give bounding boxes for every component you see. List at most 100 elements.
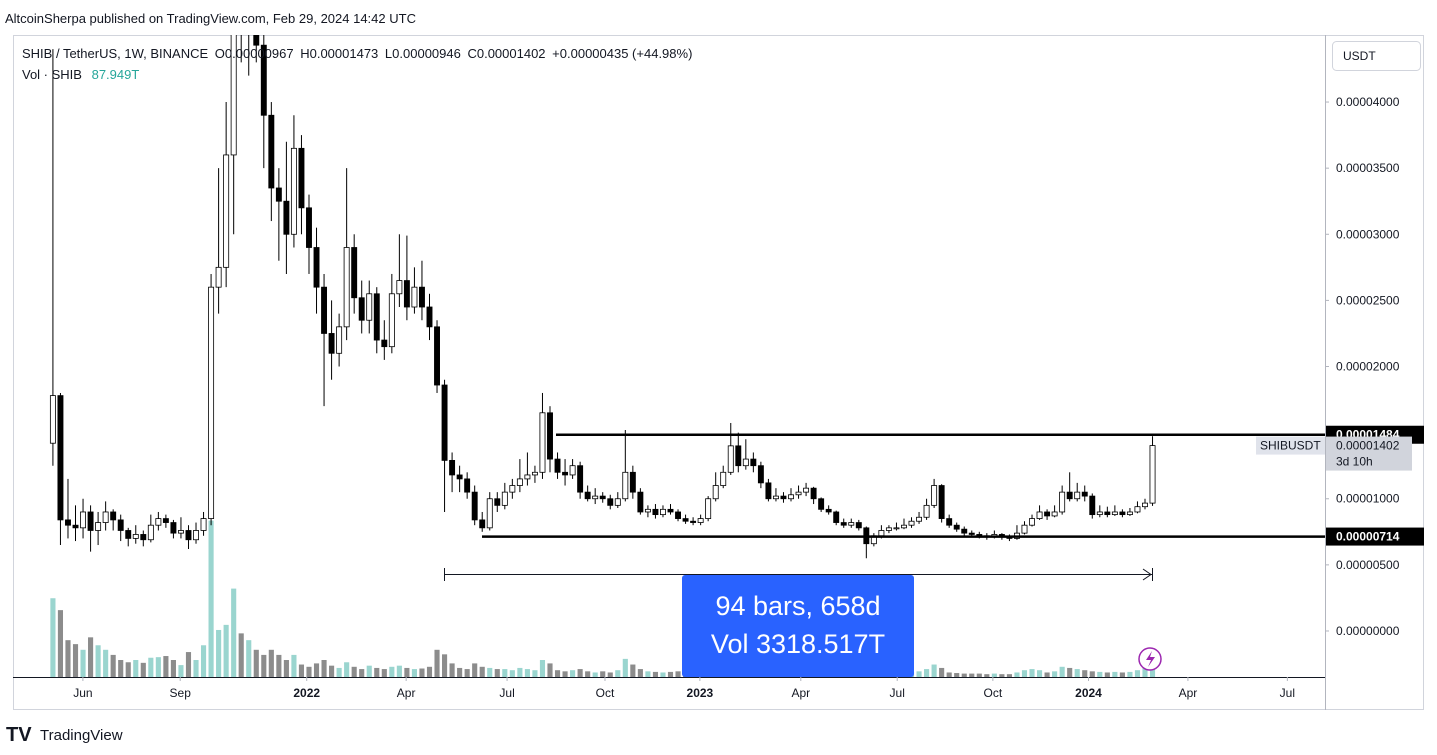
candle-body	[818, 498, 825, 510]
volume-bar	[118, 660, 124, 677]
candle-body	[358, 297, 365, 321]
legend-value: 0.00000967	[225, 46, 294, 61]
candle-body	[230, 35, 237, 156]
volume-bar	[396, 665, 402, 677]
volume-bar	[231, 588, 237, 677]
candle-body	[825, 508, 832, 513]
candle-body	[110, 511, 117, 521]
volume-bar	[148, 657, 154, 677]
currency: USDT	[1343, 49, 1376, 63]
volume-bar	[984, 674, 990, 677]
measure-box	[682, 575, 914, 677]
volume-bar	[1142, 667, 1148, 677]
candle-body	[750, 458, 757, 467]
candle-body	[577, 465, 584, 493]
y-tick-label: 0.00003000	[1336, 227, 1400, 241]
candle-body	[833, 511, 840, 523]
legend-symbol: SHIB / TetherUS, 1W, BINANCE	[22, 46, 208, 61]
level-label-box	[1326, 527, 1424, 546]
candle-body	[1044, 511, 1051, 517]
candle-body	[87, 511, 94, 531]
volume-bar	[351, 666, 357, 677]
candle-body	[170, 522, 177, 534]
volume-bar	[1029, 669, 1035, 677]
candle-body	[1089, 495, 1096, 516]
volume-bar	[223, 624, 229, 677]
volume-bar	[570, 670, 576, 677]
candle-body	[938, 485, 945, 519]
volume-bar	[622, 658, 628, 677]
volume-bar	[645, 671, 651, 677]
volume-bar	[472, 663, 478, 677]
candle-body	[1066, 491, 1073, 500]
candle-body	[599, 495, 606, 500]
volume-bar	[193, 660, 199, 677]
volume-bar	[253, 649, 259, 677]
candle-body	[931, 485, 938, 506]
candle-body	[343, 247, 350, 328]
candle-body	[562, 471, 569, 476]
candle-body	[644, 508, 651, 513]
candle-body	[735, 445, 742, 467]
volume-bar	[313, 663, 320, 677]
candle-body	[878, 530, 885, 537]
candle-body	[780, 495, 787, 500]
volume-bar	[185, 652, 192, 677]
candle-body	[524, 474, 531, 480]
volume-bar	[562, 671, 568, 677]
candle-body	[200, 518, 207, 531]
currency-button[interactable]	[1332, 41, 1421, 71]
candle-body	[1119, 511, 1126, 516]
volume-bar	[577, 669, 583, 677]
measure-bars: 94 bars, 658d	[715, 591, 880, 621]
y-tick-label: 0.00003500	[1336, 161, 1400, 175]
candle-body	[908, 520, 915, 526]
volume-bar	[426, 666, 433, 677]
candle-body	[1111, 511, 1118, 516]
candle-body	[456, 474, 463, 480]
volume-bar	[283, 660, 289, 677]
candle-body	[419, 286, 425, 308]
candle-body	[117, 519, 124, 531]
candle-body	[396, 280, 403, 295]
candle-body	[388, 293, 395, 348]
candle-body	[1021, 524, 1028, 534]
candle-body	[554, 458, 561, 473]
candle-body	[275, 187, 282, 202]
volume-bar	[336, 667, 342, 677]
candle-body	[49, 395, 56, 444]
volume-bar	[976, 673, 982, 677]
candle-body	[80, 511, 87, 529]
volume-bar	[359, 669, 365, 677]
candle-body	[403, 280, 410, 308]
x-tick-label: 2024	[1075, 686, 1102, 700]
legend-volume: Vol · SHIB 87.949T	[22, 67, 139, 82]
volume-bar	[939, 667, 945, 677]
overlay: 94 bars, 658d Vol 3318.517T	[444, 568, 1162, 677]
volume-bar	[110, 654, 116, 677]
candle-body	[260, 44, 267, 116]
volume-bar	[125, 662, 131, 677]
y-tick-label: 0.00000000	[1336, 624, 1400, 638]
candle-body	[441, 384, 448, 461]
volume-bar	[969, 673, 975, 677]
candle-body	[660, 508, 666, 516]
candle-body	[208, 286, 215, 519]
candle-body	[366, 293, 373, 321]
volume-bar	[178, 665, 184, 677]
volume-bar	[946, 672, 952, 677]
volume-bar	[1014, 672, 1020, 677]
candle-body	[569, 465, 576, 476]
candle-body	[306, 207, 312, 248]
candle-body	[690, 520, 697, 523]
candle-body	[923, 504, 930, 518]
volume-bar	[366, 665, 372, 677]
volume-bar	[133, 660, 139, 677]
candle-body	[411, 286, 418, 308]
x-tick-label: Apr	[791, 686, 810, 700]
candle-body	[742, 458, 749, 467]
x-tick-label: Jul	[1280, 686, 1295, 700]
candle-body	[464, 478, 471, 493]
candle-body	[727, 445, 734, 473]
frame	[13, 35, 1424, 710]
